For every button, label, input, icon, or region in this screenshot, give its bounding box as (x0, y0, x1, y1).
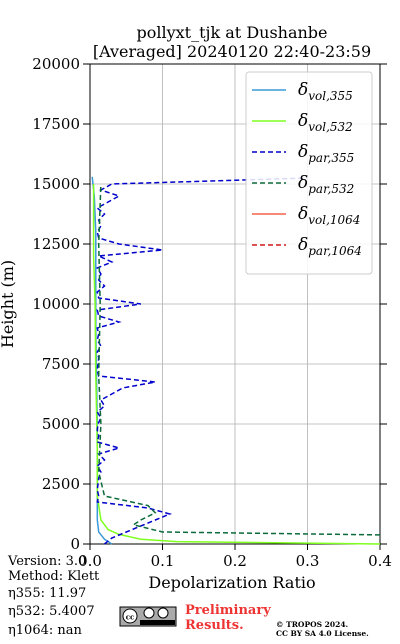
copyright-note: © TROPOS 2024. (276, 620, 348, 629)
cc-logo: cc (119, 606, 177, 627)
svg-text:cc: cc (126, 613, 135, 622)
y-tick-label: 5000 (42, 415, 80, 433)
legend-symbol: δ (298, 80, 308, 100)
info-line: η532: 5.4007 (8, 604, 95, 619)
legend-label: δpar,532 (298, 173, 354, 196)
legend-label: δvol,355 (298, 80, 353, 103)
x-axis-label: Depolarization Ratio (148, 573, 315, 592)
legend-frame (245, 71, 373, 275)
legend-subscript: vol,1064 (308, 213, 360, 227)
legend-symbol: δ (298, 111, 308, 131)
y-axis-label: Height (m) (0, 260, 17, 348)
legend-label: δpar,1064 (298, 235, 362, 258)
legend-symbol: δ (298, 173, 308, 193)
legend-label: δpar,355 (298, 142, 354, 165)
legend-label: δvol,532 (298, 111, 353, 134)
profile-line (92, 184, 381, 545)
legend-subscript: par,355 (308, 151, 354, 165)
y-tick-label: 17500 (32, 115, 80, 133)
info-line: Version: 3.0 (7, 554, 86, 569)
legend-subscript: par,532 (308, 182, 354, 196)
legend: δvol,355δvol,532δpar,355δpar,532δvol,106… (245, 71, 373, 275)
legend-symbol: δ (298, 235, 308, 255)
y-tick-label: 12500 (32, 235, 80, 253)
chart-title: pollyxt_tjk at Dushanbe (136, 23, 327, 42)
y-tick-label: 10000 (32, 295, 80, 313)
info-line: Method: Klett (8, 569, 100, 584)
info-line: η1064: nan (8, 623, 83, 638)
legend-symbol: δ (298, 204, 308, 224)
y-tick-label: 2500 (42, 475, 80, 493)
plot-frame (89, 63, 381, 545)
legend-subscript: par,1064 (308, 244, 362, 258)
x-tick-label: 0.4 (368, 552, 392, 570)
preliminary-note: Preliminary (185, 603, 271, 618)
info-line: η355: 11.97 (8, 586, 86, 601)
y-tick-label: 7500 (42, 355, 80, 373)
x-tick-label: 0.1 (151, 552, 175, 570)
legend-subscript: vol,355 (308, 89, 353, 103)
legend-subscript: vol,532 (308, 120, 353, 134)
x-tick-label: 0.0 (78, 552, 102, 570)
legend-symbol: δ (298, 142, 308, 162)
y-tick-label: 15000 (32, 175, 80, 193)
legend-label: δvol,1064 (298, 204, 360, 227)
chart-subtitle: [Averaged] 20240120 22:40-23:59 (93, 42, 371, 61)
copyright-note: CC BY SA 4.0 License. (276, 629, 369, 638)
y-tick-label: 0 (70, 535, 80, 553)
profile-line (95, 177, 308, 545)
x-tick-label: 0.3 (296, 552, 320, 570)
y-tick-label: 20000 (32, 55, 80, 73)
x-tick-label: 0.2 (223, 552, 247, 570)
preliminary-note: Results. (185, 618, 244, 633)
